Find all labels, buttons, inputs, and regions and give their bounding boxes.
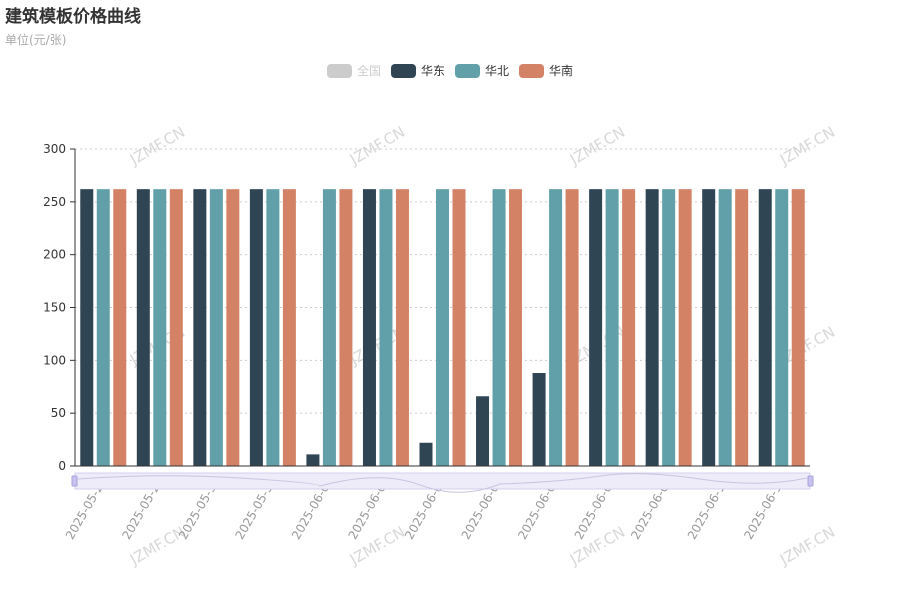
- bar-华南[interactable]: [395, 189, 409, 467]
- legend-item-national[interactable]: 全国: [326, 62, 381, 79]
- bar-华东[interactable]: [136, 189, 150, 467]
- bar-华东[interactable]: [645, 189, 659, 467]
- bar-华东[interactable]: [589, 189, 603, 467]
- watermark-text: JZMF.CN: [126, 123, 188, 169]
- bar-华北[interactable]: [322, 189, 336, 467]
- legend-item-east[interactable]: 华东: [390, 62, 445, 79]
- bar-华南[interactable]: [735, 189, 749, 467]
- watermark-text: JZMF.CN: [776, 523, 838, 569]
- bar-华北[interactable]: [492, 189, 506, 467]
- legend-swatch-south: [519, 63, 545, 78]
- chart-subtitle: 单位(元/张): [5, 33, 67, 47]
- bar-华北[interactable]: [209, 189, 223, 467]
- bars-layer: [80, 189, 805, 467]
- bar-华南[interactable]: [622, 189, 636, 467]
- bar-华东[interactable]: [758, 189, 772, 467]
- datazoom-data-shadow: [77, 473, 808, 493]
- bar-华东[interactable]: [532, 373, 546, 466]
- bar-华东[interactable]: [306, 454, 320, 466]
- chart-title: 建筑模板价格曲线: [5, 7, 141, 27]
- datazoom-handle-left[interactable]: [71, 475, 78, 487]
- legend-swatch-north: [455, 63, 480, 78]
- legend-label-national: 全国: [356, 64, 381, 78]
- legend-item-north[interactable]: 华北: [455, 62, 509, 79]
- bar-华南[interactable]: [452, 189, 466, 467]
- bar-华东[interactable]: [476, 396, 490, 466]
- bar-华北[interactable]: [153, 189, 167, 467]
- bar-华北[interactable]: [662, 189, 676, 467]
- y-tick-label: 250: [43, 195, 66, 209]
- y-tick-label: 100: [43, 353, 66, 367]
- datazoom-slider[interactable]: [71, 472, 814, 493]
- bar-华北[interactable]: [775, 189, 789, 467]
- watermark-text: JZMF.CN: [566, 123, 628, 169]
- bar-华北[interactable]: [96, 189, 110, 467]
- bar-华北[interactable]: [718, 189, 732, 467]
- bar-华南[interactable]: [282, 189, 296, 467]
- bar-华东[interactable]: [193, 189, 207, 467]
- watermark-text: JZMF.CN: [346, 123, 408, 169]
- legend-swatch-national: [326, 63, 352, 78]
- bar-华北[interactable]: [549, 189, 563, 467]
- y-tick-label: 200: [43, 248, 66, 262]
- bar-华南[interactable]: [509, 189, 523, 467]
- y-tick-label: 50: [51, 406, 66, 420]
- bar-华南[interactable]: [791, 189, 805, 467]
- legend: 全国 华东 华北 华南: [0, 62, 900, 79]
- bar-华东[interactable]: [362, 189, 376, 467]
- bar-华东[interactable]: [419, 442, 433, 466]
- bar-华东[interactable]: [702, 189, 716, 467]
- bar-华东[interactable]: [80, 189, 94, 467]
- legend-item-south[interactable]: 华南: [519, 62, 573, 79]
- datazoom-handle-right[interactable]: [807, 475, 814, 487]
- watermark-text: JZMF.CN: [776, 123, 838, 169]
- bar-华东[interactable]: [249, 189, 263, 467]
- bar-华南[interactable]: [565, 189, 579, 467]
- legend-label-east: 华东: [420, 64, 445, 78]
- y-tick-label: 0: [58, 459, 66, 473]
- y-tick-label: 300: [43, 142, 66, 156]
- bar-华南[interactable]: [339, 189, 353, 467]
- bar-华南[interactable]: [113, 189, 127, 467]
- bar-华北[interactable]: [436, 189, 449, 467]
- legend-swatch-east: [390, 63, 416, 78]
- bar-华北[interactable]: [379, 189, 393, 467]
- bar-华南[interactable]: [226, 189, 240, 467]
- legend-label-north: 华北: [485, 64, 510, 78]
- bar-华北[interactable]: [266, 189, 280, 467]
- y-tick-label: 150: [43, 301, 66, 315]
- bar-华南[interactable]: [678, 189, 692, 467]
- bar-华南[interactable]: [169, 189, 183, 467]
- legend-label-south: 华南: [549, 64, 574, 78]
- bar-华北[interactable]: [605, 189, 619, 467]
